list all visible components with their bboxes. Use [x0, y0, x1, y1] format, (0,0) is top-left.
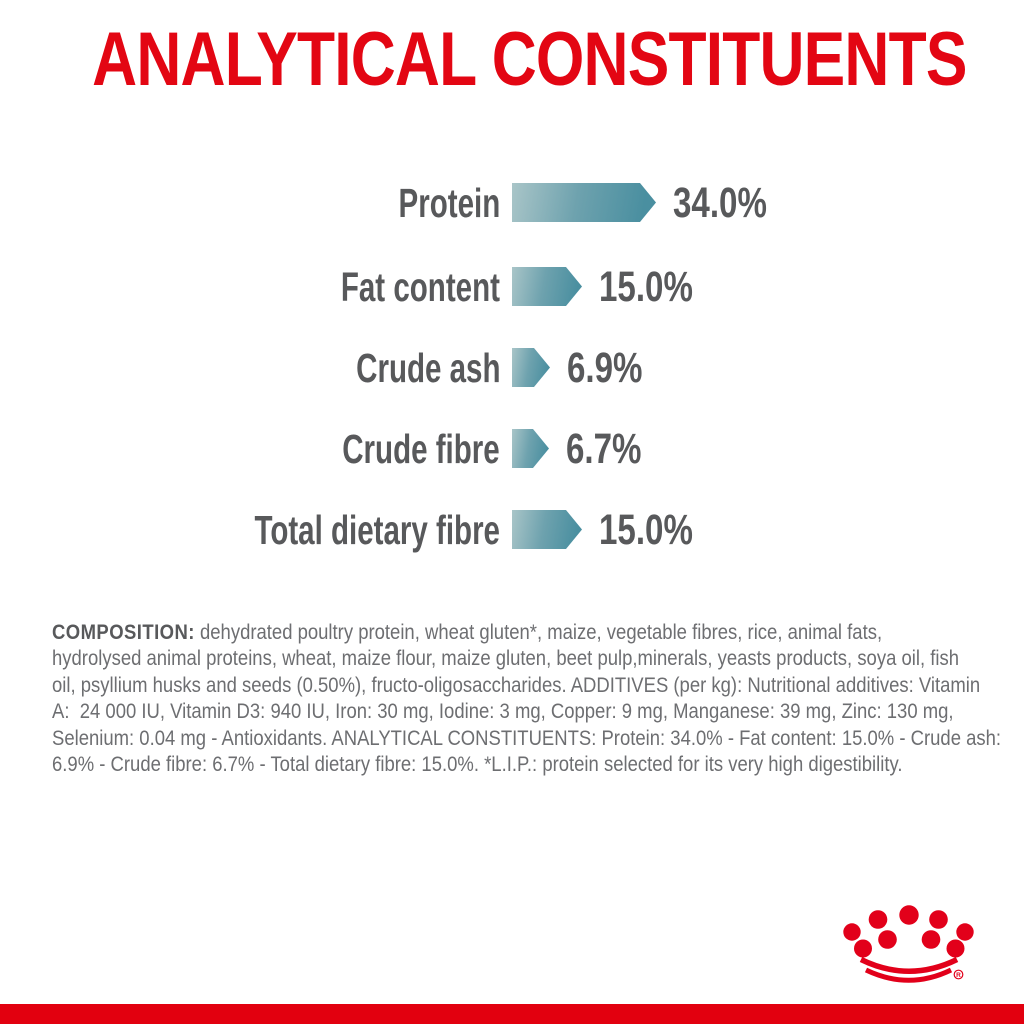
- composition-label: COMPOSITION:: [52, 621, 195, 644]
- bar-value: 6.7%: [566, 425, 642, 473]
- bar-label: Fat content: [340, 264, 500, 310]
- composition-line: A: 24 000 IU, Vitamin D3: 940 IU, Iron: …: [52, 700, 954, 724]
- bar-value: 6.9%: [567, 344, 643, 392]
- bar: [512, 429, 549, 468]
- chart-row: Protein 34.0%: [0, 179, 1024, 227]
- crown-dot: [868, 910, 888, 929]
- page-title: ANALYTICAL CONSTITUENTS: [92, 17, 967, 102]
- bar: [512, 348, 550, 387]
- crown-dot: [899, 905, 919, 925]
- bar-value: 15.0%: [599, 506, 693, 554]
- bar: [512, 183, 656, 222]
- royal-canin-crown-logo: R: [843, 905, 974, 983]
- crown-dot: [854, 939, 872, 958]
- svg-text:R: R: [956, 972, 961, 979]
- bar-value: 34.0%: [673, 179, 767, 227]
- composition-paragraph: COMPOSITION: dehydrated poultry protein,…: [52, 620, 1002, 778]
- bar: [512, 267, 582, 306]
- crown-dot: [956, 923, 974, 941]
- analytical-chart: Protein 34.0% Fat content 15.0% Crude ash 6.9…: [0, 179, 1024, 554]
- crown-dot: [929, 910, 948, 929]
- composition-line-text: dehydrated poultry protein, wheat gluten…: [194, 621, 883, 644]
- bar-label: Crude ash: [355, 345, 500, 391]
- bottom-red-band: [0, 1004, 1024, 1024]
- registered-trademark-icon: R: [953, 969, 964, 980]
- crown-arc-upper: [859, 957, 959, 974]
- crown-dots: [843, 905, 974, 958]
- chart-row: Crude fibre 6.7%: [0, 425, 1024, 473]
- chart-row: Crude ash 6.9%: [0, 344, 1024, 392]
- crown-arc-lower: [864, 967, 953, 983]
- chart-row: Fat content 15.0%: [0, 263, 1024, 311]
- bar-value: 15.0%: [599, 263, 693, 311]
- composition-line: 6.9% - Crude fibre: 6.7% - Total dietary…: [52, 753, 903, 777]
- bar-label: Total dietary fibre: [254, 507, 500, 553]
- crown-dot: [921, 930, 941, 949]
- crown-dot: [843, 923, 861, 941]
- bar-label: Crude fibre: [342, 426, 500, 472]
- bar-label: Protein: [398, 180, 500, 226]
- crown-dot: [946, 939, 965, 958]
- composition-line: Selenium: 0.04 mg - Antioxidants. ANALYT…: [52, 726, 1002, 750]
- composition-line: COMPOSITION: dehydrated poultry protein,…: [52, 620, 985, 646]
- composition-line: oil, psyllium husks and seeds (0.50%), f…: [52, 673, 981, 697]
- chart-row: Total dietary fibre 15.0%: [0, 506, 1024, 554]
- crown-dot: [878, 930, 897, 949]
- bar: [512, 510, 582, 549]
- composition-line: hydrolysed animal proteins, wheat, maize…: [52, 647, 960, 671]
